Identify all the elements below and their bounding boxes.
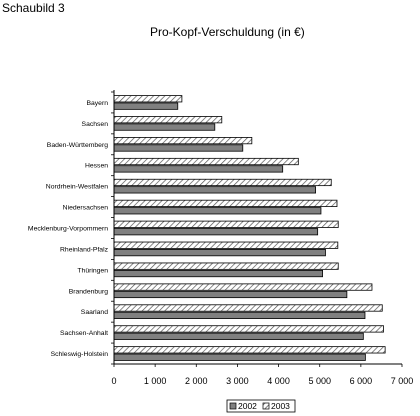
- bar-2003-5: [113, 178, 332, 187]
- x-tick-label: 0: [111, 376, 116, 386]
- category-label: Sachsen: [82, 121, 109, 128]
- category-label: Rheinland-Pfalz: [60, 246, 109, 253]
- bar-2002-5: [113, 186, 317, 194]
- bar-2002-4: [113, 165, 284, 173]
- bar-2003-11: [113, 304, 383, 312]
- category-label: Thüringen: [77, 267, 108, 274]
- bar-2002-12: [113, 332, 364, 340]
- bar-2003-1: [113, 95, 183, 103]
- x-tick-label: 3 000: [226, 376, 249, 386]
- chart-title: Pro-Kopf-Verschuldung (in €): [150, 25, 305, 39]
- bar-2003-6: [113, 199, 338, 207]
- legend-box: [226, 399, 296, 413]
- x-tick-label: 1 000: [144, 376, 167, 386]
- category-label: Bayern: [86, 100, 108, 107]
- bar-2003-2: [113, 116, 223, 124]
- bar-2002-3: [113, 144, 244, 152]
- category-label: Baden-Württemberg: [47, 142, 108, 149]
- bar-2002-13: [113, 353, 366, 361]
- bar-2002-6: [113, 207, 322, 215]
- legend: 2002 2003: [226, 399, 296, 413]
- legend-swatch-2002: [229, 402, 237, 410]
- bar-2002-1: [113, 102, 179, 110]
- category-label: Schleswig-Holstein: [51, 351, 109, 358]
- bar-2003-3: [113, 137, 253, 145]
- bar-2003-7: [113, 220, 339, 228]
- bar-2002-8: [113, 249, 326, 257]
- x-tick-label: 4 000: [267, 376, 290, 386]
- bar-2002-2: [113, 123, 216, 131]
- plot-area: Bayern Sachsen Baden-Württemberg Hessen Nord…: [28, 90, 413, 386]
- category-label: Nordrhein-Westfalen: [46, 184, 108, 191]
- legend-label-2003: 2003: [271, 401, 290, 411]
- bar-2003-9: [113, 262, 339, 270]
- legend-swatch-2003: [262, 402, 270, 410]
- bar-2002-11: [113, 311, 366, 319]
- category-label: Mecklenburg-Vorpommern: [28, 226, 108, 233]
- bar-2003-8: [113, 241, 339, 249]
- category-label: Brandenburg: [69, 288, 109, 295]
- bar-2003-13: [113, 346, 386, 354]
- bar-2002-9: [113, 269, 323, 278]
- bar-2003-10: [113, 283, 373, 291]
- x-tick-label: 7 000: [391, 376, 414, 386]
- legend-label-2002: 2002: [238, 401, 257, 411]
- category-label: Saarland: [81, 309, 108, 316]
- bar-2003-4: [113, 157, 299, 166]
- x-tick-label: 2 000: [185, 376, 208, 386]
- bar-2002-7: [113, 228, 319, 236]
- x-tick-label: 5 000: [308, 376, 331, 386]
- figure-label: Schaubild 3: [2, 1, 65, 15]
- category-label: Hessen: [85, 163, 108, 170]
- category-label: Sachsen-Anhalt: [60, 330, 108, 337]
- x-tick-label: 6 000: [350, 376, 373, 386]
- bar-2003-12: [113, 325, 384, 333]
- category-label: Niedersachsen: [63, 205, 109, 212]
- bar-2002-10: [113, 290, 348, 299]
